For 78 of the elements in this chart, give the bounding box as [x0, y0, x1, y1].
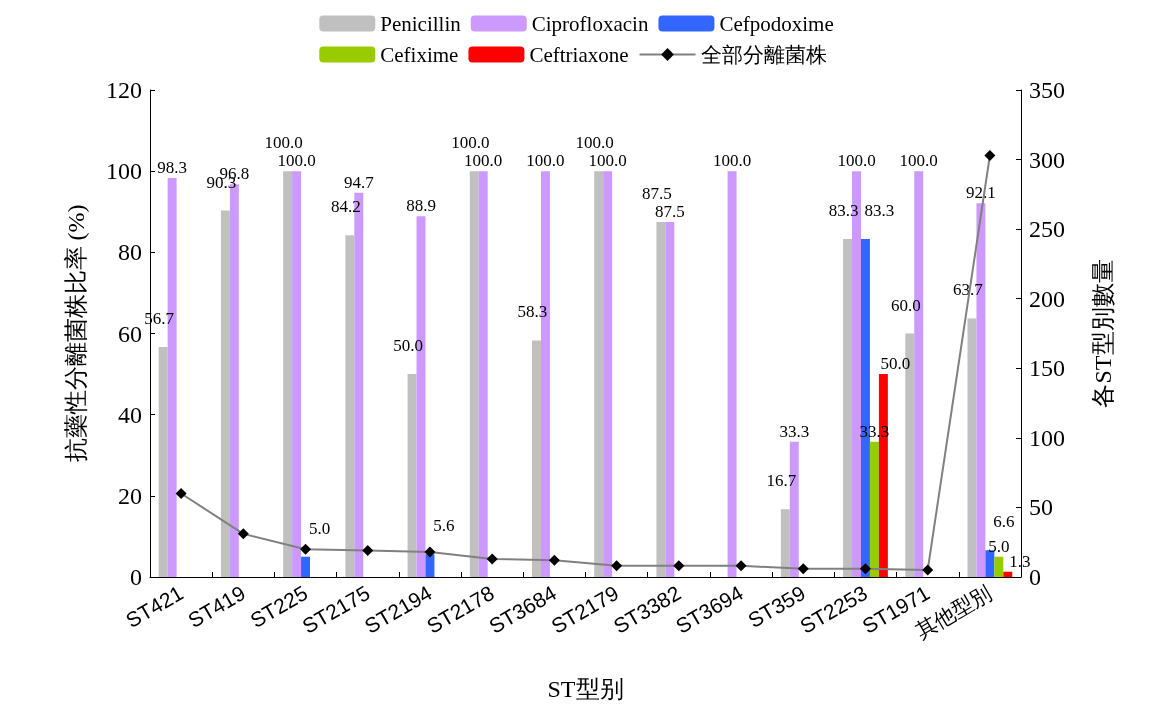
y2-tick-label: 350	[1029, 77, 1065, 103]
data-label: 83.3	[864, 200, 895, 220]
data-label: 88.9	[406, 196, 436, 216]
y2-tick-label: 200	[1029, 285, 1065, 312]
legend-label: Ceftriaxone	[529, 42, 629, 67]
data-label: 16.7	[766, 471, 797, 491]
bar	[843, 238, 853, 577]
legend-label: Cefpodoxime	[719, 11, 834, 36]
data-label: 100.0	[526, 151, 565, 171]
y2-tick-label: 50	[1029, 494, 1053, 521]
data-label: 92.1	[966, 183, 996, 203]
bar	[665, 221, 675, 577]
data-label: 50.0	[393, 336, 423, 356]
data-label: 100.0	[899, 151, 938, 171]
bar	[994, 556, 1004, 577]
data-label: 5.6	[433, 516, 455, 536]
bar	[1003, 571, 1013, 577]
bar	[220, 210, 230, 577]
y-tick-label: 60	[118, 320, 142, 347]
data-label: 5.0	[308, 518, 331, 538]
data-label: 84.2	[330, 197, 361, 217]
x-axis-title: ST型别	[547, 676, 624, 702]
data-label: 63.7	[953, 280, 984, 300]
y-tick-label: 100	[106, 158, 142, 185]
bar	[532, 340, 541, 577]
data-label: 100.0	[451, 133, 490, 153]
y2-tick-label: 150	[1029, 355, 1065, 382]
bar	[283, 171, 293, 577]
legend-label: Cefixime	[380, 42, 459, 67]
legend-label: Ciprofloxacin	[531, 11, 649, 36]
data-label: 100.0	[837, 151, 876, 171]
y2-tick-label: 100	[1029, 424, 1065, 451]
data-label: 100.0	[712, 151, 752, 171]
bar	[603, 171, 613, 577]
y-tick-label: 80	[118, 239, 142, 266]
y2-axis-title: 各ST型別數量	[1090, 259, 1116, 408]
bar	[967, 318, 977, 577]
bar	[478, 171, 488, 577]
data-label: 100.0	[575, 133, 614, 153]
data-label: 100.0	[464, 151, 503, 171]
data-label: 33.3	[779, 421, 810, 441]
y2-tick-label: 300	[1029, 146, 1065, 173]
y-tick-label: 40	[118, 401, 142, 428]
y2-tick-label: 0	[1029, 564, 1041, 590]
data-label: 6.6	[993, 512, 1015, 532]
y-axis-title: 抗藥性分離菌株比率 (%)	[63, 204, 89, 463]
data-label: 5.0	[988, 536, 1010, 556]
bar	[985, 550, 995, 577]
legend-label: 全部分離菌株	[700, 42, 827, 67]
data-label: 58.3	[517, 302, 548, 322]
data-label: 83.3	[828, 200, 859, 220]
bar	[469, 171, 479, 577]
bar	[869, 441, 879, 577]
bar	[656, 221, 666, 577]
data-label: 100.0	[264, 133, 303, 153]
data-label: 87.5	[642, 183, 672, 203]
bar	[158, 346, 168, 577]
data-label: 100.0	[588, 151, 627, 171]
y-tick-label: 120	[106, 77, 142, 103]
legend-label: Penicillin	[380, 11, 462, 36]
bar	[292, 171, 302, 577]
bar	[425, 554, 435, 577]
bar	[301, 556, 311, 577]
data-label: 100.0	[277, 151, 316, 171]
y-tick-label: 20	[118, 482, 142, 509]
bar	[594, 171, 604, 577]
data-label: 87.5	[654, 201, 685, 221]
y2-tick-label: 250	[1029, 216, 1065, 243]
data-label: 98.3	[157, 158, 188, 178]
bar	[407, 374, 417, 577]
data-label: 60.0	[890, 295, 921, 315]
bar	[727, 171, 737, 577]
bar	[780, 509, 790, 577]
data-label: 50.0	[880, 354, 911, 374]
data-label: 94.7	[343, 172, 375, 192]
y-tick-label: 0	[130, 564, 142, 590]
bar	[345, 235, 355, 577]
data-label: 33.3	[859, 421, 890, 441]
